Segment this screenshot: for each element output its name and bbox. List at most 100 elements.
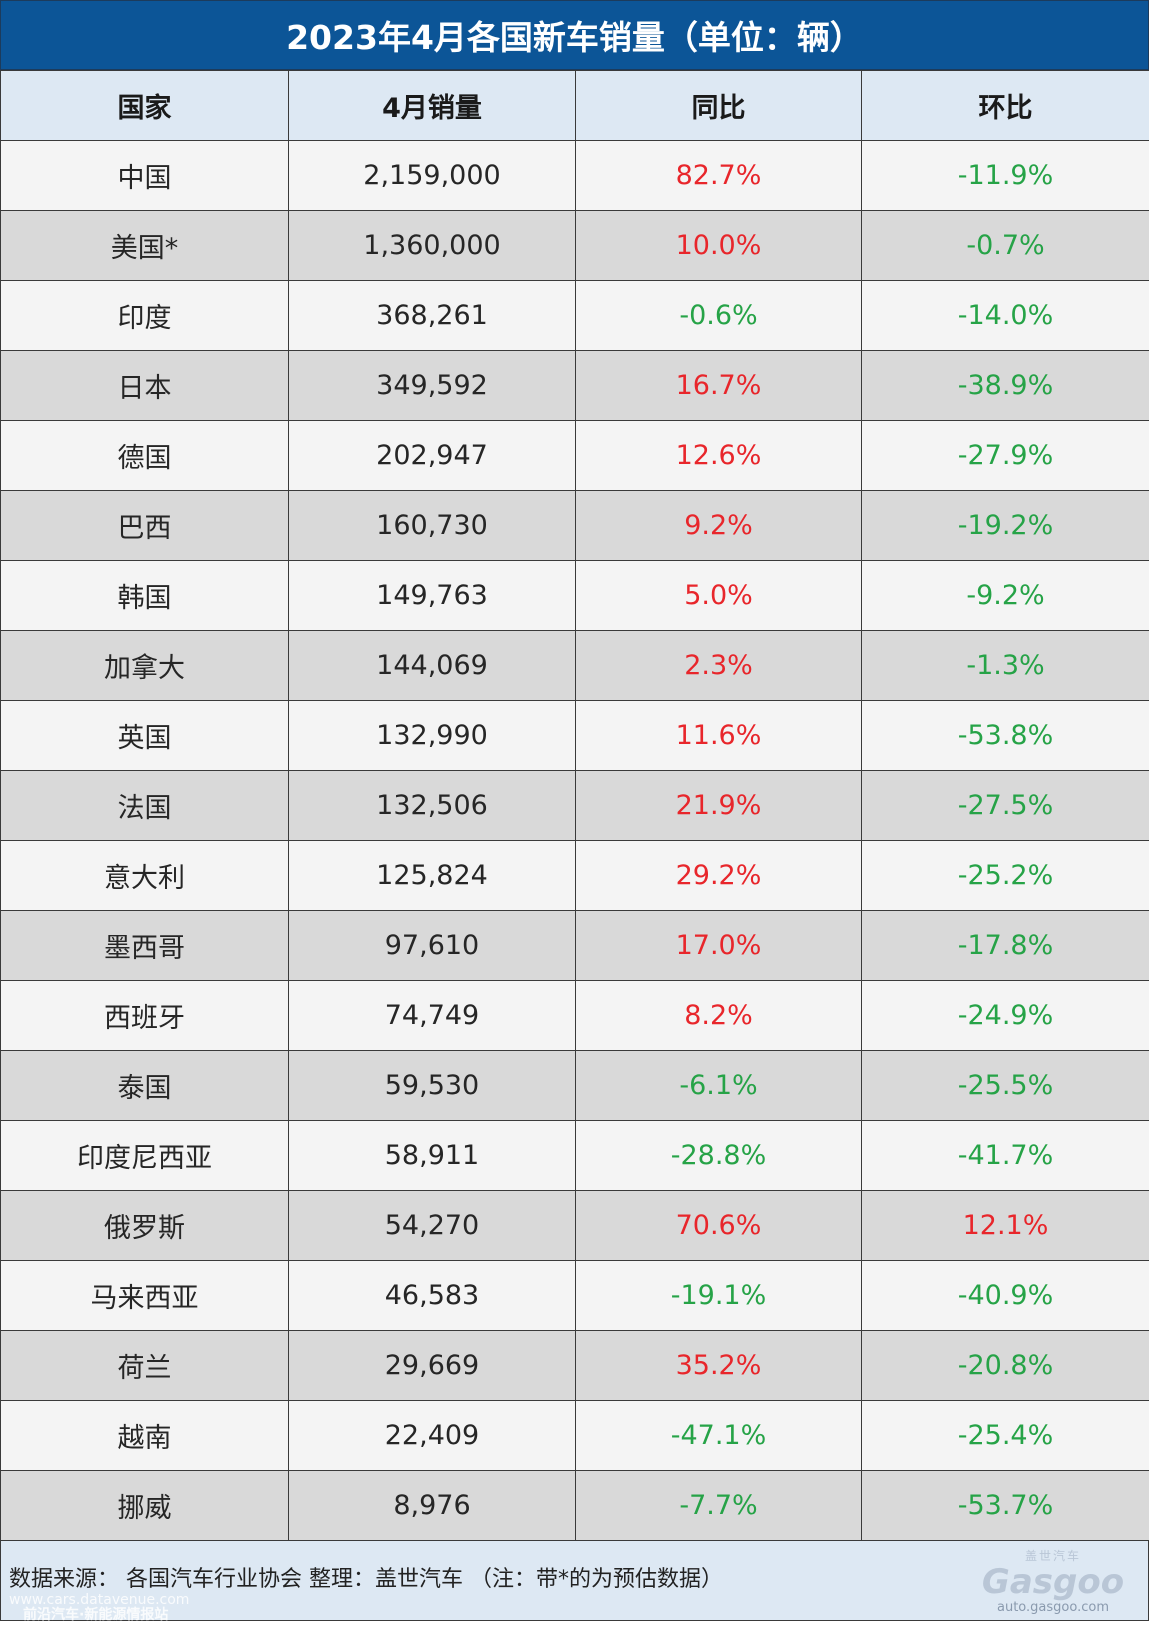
cell-sales: 125,824 (288, 840, 576, 911)
table-row: 加拿大 144,069 2.3% -1.3% (0, 630, 1149, 701)
cell-sales: 160,730 (288, 490, 576, 561)
cell-mom: -40.9% (861, 1260, 1149, 1331)
cell-mom: -53.7% (861, 1470, 1149, 1541)
table-row: 韩国 149,763 5.0% -9.2% (0, 560, 1149, 631)
cell-sales: 29,669 (288, 1330, 576, 1401)
cell-country: 墨西哥 (0, 910, 289, 981)
cell-sales: 132,990 (288, 700, 576, 771)
cell-country: 美国* (0, 210, 289, 281)
header-sales: 4月销量 (288, 70, 576, 141)
cell-mom: -41.7% (861, 1120, 1149, 1191)
cell-yoy: 70.6% (575, 1190, 862, 1261)
cell-country: 挪威 (0, 1470, 289, 1541)
cell-country: 英国 (0, 700, 289, 771)
cell-yoy: 11.6% (575, 700, 862, 771)
cell-country: 越南 (0, 1400, 289, 1471)
cell-country: 韩国 (0, 560, 289, 631)
cell-yoy: 8.2% (575, 980, 862, 1051)
cell-country: 印度尼西亚 (0, 1120, 289, 1191)
watermark: www.cars.datavenue.com 前沿汽车·新能源情报站 (9, 1593, 189, 1623)
cell-sales: 349,592 (288, 350, 576, 421)
cell-mom: -27.5% (861, 770, 1149, 841)
sales-table: 国家 4月销量 同比 环比 中国 2,159,000 82.7% -11.9% 美国* 1… (0, 70, 1149, 1541)
cell-country: 泰国 (0, 1050, 289, 1121)
cell-mom: -1.3% (861, 630, 1149, 701)
header-country: 国家 (0, 70, 289, 141)
cell-yoy: 17.0% (575, 910, 862, 981)
cell-sales: 54,270 (288, 1190, 576, 1261)
cell-yoy: 2.3% (575, 630, 862, 701)
cell-country: 加拿大 (0, 630, 289, 701)
cell-mom: -25.5% (861, 1050, 1149, 1121)
header-row: 国家 4月销量 同比 环比 (0, 70, 1149, 141)
table-row: 德国 202,947 12.6% -27.9% (0, 420, 1149, 491)
cell-country: 巴西 (0, 490, 289, 561)
cell-yoy: 12.6% (575, 420, 862, 491)
gasgoo-logo: 盖世汽车 Gasgoo auto.gasgoo.com (968, 1547, 1138, 1615)
cell-sales: 132,506 (288, 770, 576, 841)
cell-yoy: 21.9% (575, 770, 862, 841)
table-row: 越南 22,409 -47.1% -25.4% (0, 1400, 1149, 1471)
cell-yoy: -28.8% (575, 1120, 862, 1191)
cell-country: 日本 (0, 350, 289, 421)
logo-brand-text: Gasgoo (981, 1562, 1125, 1602)
cell-mom: -53.8% (861, 700, 1149, 771)
table-row: 马来西亚 46,583 -19.1% -40.9% (0, 1260, 1149, 1331)
logo-cn-text: 盖世汽车 (1024, 1549, 1081, 1563)
cell-sales: 58,911 (288, 1120, 576, 1191)
watermark-url: www.cars.datavenue.com (9, 1592, 190, 1608)
cell-mom: -11.9% (861, 140, 1149, 211)
table-row: 中国 2,159,000 82.7% -11.9% (0, 140, 1149, 211)
cell-country: 西班牙 (0, 980, 289, 1051)
table-row: 荷兰 29,669 35.2% -20.8% (0, 1330, 1149, 1401)
cell-mom: -0.7% (861, 210, 1149, 281)
cell-mom: -24.9% (861, 980, 1149, 1051)
cell-sales: 2,159,000 (288, 140, 576, 211)
cell-sales: 202,947 (288, 420, 576, 491)
cell-yoy: 82.7% (575, 140, 862, 211)
cell-mom: -38.9% (861, 350, 1149, 421)
table-row: 泰国 59,530 -6.1% -25.5% (0, 1050, 1149, 1121)
source-note: 数据来源： 各国汽车行业协会 整理：盖世汽车 （注：带*的为预估数据） (9, 1567, 723, 1592)
cell-sales: 8,976 (288, 1470, 576, 1541)
table-row: 法国 132,506 21.9% -27.5% (0, 770, 1149, 841)
table-row: 意大利 125,824 29.2% -25.2% (0, 840, 1149, 911)
cell-sales: 59,530 (288, 1050, 576, 1121)
cell-sales: 1,360,000 (288, 210, 576, 281)
cell-country: 荷兰 (0, 1330, 289, 1401)
header-mom: 环比 (861, 70, 1149, 141)
table-row: 西班牙 74,749 8.2% -24.9% (0, 980, 1149, 1051)
cell-sales: 149,763 (288, 560, 576, 631)
cell-yoy: 10.0% (575, 210, 862, 281)
cell-sales: 368,261 (288, 280, 576, 351)
table-row: 英国 132,990 11.6% -53.8% (0, 700, 1149, 771)
cell-sales: 46,583 (288, 1260, 576, 1331)
cell-mom: -17.8% (861, 910, 1149, 981)
cell-yoy: -7.7% (575, 1470, 862, 1541)
table-row: 巴西 160,730 9.2% -19.2% (0, 490, 1149, 561)
table-row: 挪威 8,976 -7.7% -53.7% (0, 1470, 1149, 1541)
cell-yoy: 9.2% (575, 490, 862, 561)
cell-yoy: 5.0% (575, 560, 862, 631)
table-row: 印度尼西亚 58,911 -28.8% -41.7% (0, 1120, 1149, 1191)
table-row: 墨西哥 97,610 17.0% -17.8% (0, 910, 1149, 981)
table-row: 印度 368,261 -0.6% -14.0% (0, 280, 1149, 351)
cell-mom: -20.8% (861, 1330, 1149, 1401)
cell-sales: 97,610 (288, 910, 576, 981)
cell-yoy: -6.1% (575, 1050, 862, 1121)
logo-url-text: auto.gasgoo.com (997, 1600, 1109, 1615)
table-row: 美国* 1,360,000 10.0% -0.7% (0, 210, 1149, 281)
cell-country: 印度 (0, 280, 289, 351)
cell-mom: -14.0% (861, 280, 1149, 351)
cell-yoy: 35.2% (575, 1330, 862, 1401)
cell-mom: -25.4% (861, 1400, 1149, 1471)
cell-yoy: -47.1% (575, 1400, 862, 1471)
cell-mom: -9.2% (861, 560, 1149, 631)
cell-mom: -19.2% (861, 490, 1149, 561)
cell-sales: 74,749 (288, 980, 576, 1051)
table-footer: 数据来源： 各国汽车行业协会 整理：盖世汽车 （注：带*的为预估数据） www.… (0, 1541, 1149, 1623)
cell-country: 德国 (0, 420, 289, 491)
cell-country: 中国 (0, 140, 289, 211)
table-row: 俄罗斯 54,270 70.6% 12.1% (0, 1190, 1149, 1261)
